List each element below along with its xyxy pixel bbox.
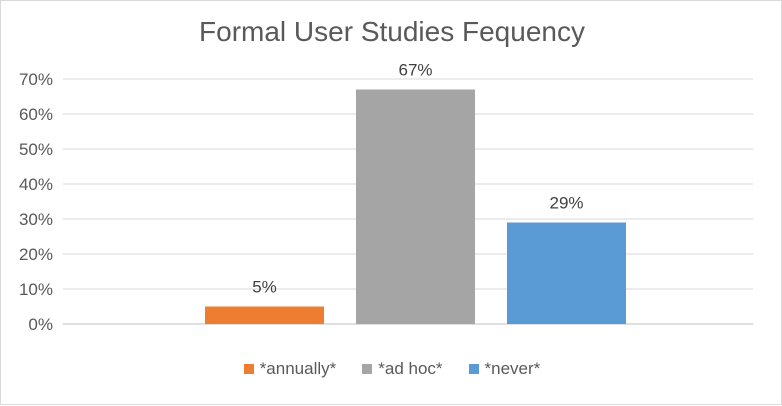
legend-item-ad-hoc: *ad hoc* [362, 359, 443, 379]
legend-item-annually: *annually* [243, 359, 337, 379]
y-tick-label: 30% [19, 210, 53, 229]
legend-swatch-ad-hoc [362, 364, 373, 374]
bar [507, 222, 626, 324]
y-tick-label: 20% [19, 245, 53, 264]
chart-legend: *annually* *ad hoc* *never* [1, 359, 782, 379]
legend-label-annually: *annually* [259, 359, 337, 378]
data-label: 67% [398, 61, 432, 80]
legend-swatch-never [468, 364, 479, 374]
y-tick-label: 0% [28, 315, 53, 334]
chart-title: Formal User Studies Fequency [199, 16, 585, 47]
legend-label-never: *never* [484, 359, 541, 378]
y-tick-label: 60% [19, 105, 53, 124]
data-label: 29% [549, 194, 583, 213]
y-tick-label: 40% [19, 175, 53, 194]
y-tick-label: 50% [19, 140, 53, 159]
legend-item-never: *never* [468, 359, 541, 379]
y-tick-label: 70% [19, 70, 53, 89]
legend-label-ad-hoc: *ad hoc* [378, 359, 443, 378]
y-tick-label: 10% [19, 280, 53, 299]
data-label: 5% [252, 278, 277, 297]
legend-swatch-annually [243, 364, 254, 374]
bar [356, 89, 475, 324]
bar [205, 306, 324, 324]
